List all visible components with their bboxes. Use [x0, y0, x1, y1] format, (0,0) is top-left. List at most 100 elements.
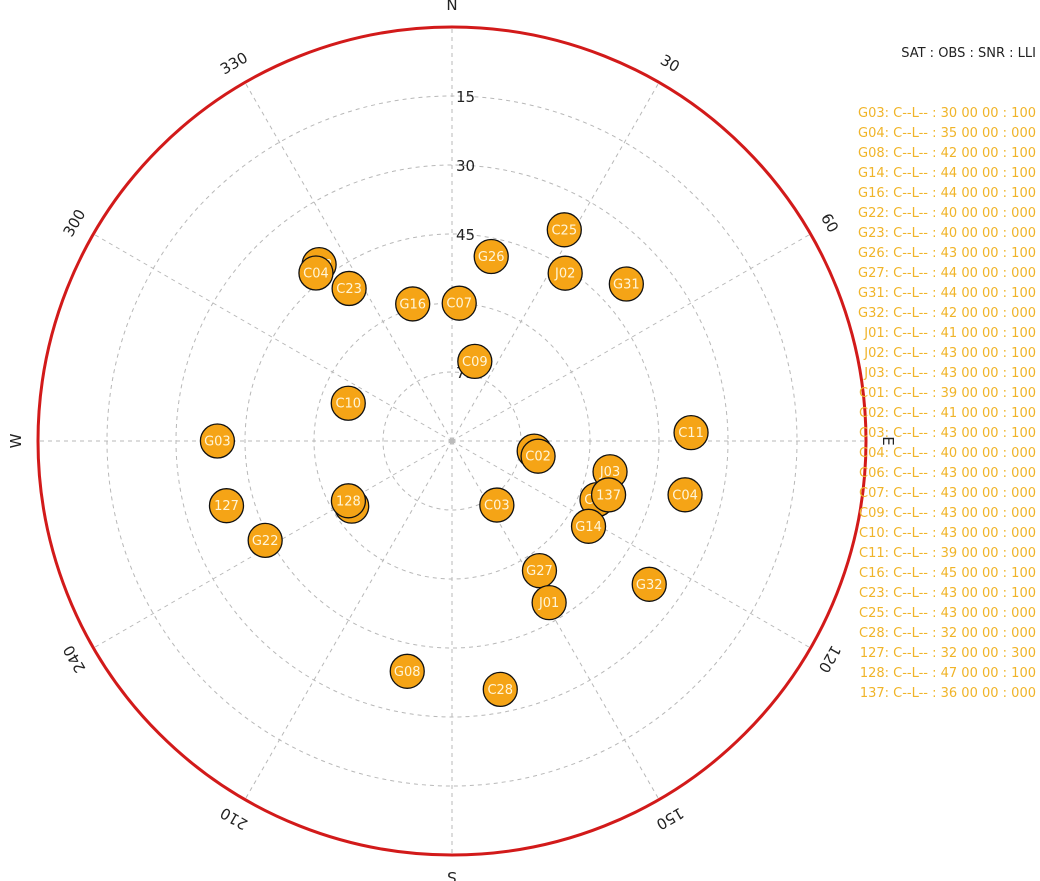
legend-row: C02: C--L-- : 41 00 00 : 100: [859, 406, 1036, 421]
azimuth-label-210: 210: [217, 804, 251, 834]
satellite-dot: [298, 255, 334, 291]
satellite-label: C03: [484, 499, 510, 514]
satellite-marker-c10: C10: [330, 385, 366, 421]
satellite-marker-137: 137: [590, 477, 627, 513]
satellite-dot: [546, 212, 582, 248]
satellite-label: G16: [399, 297, 426, 312]
legend-row: C16: C--L-- : 45 00 00 : 100: [859, 566, 1036, 581]
legend-row: G14: C--L-- : 44 00 00 : 100: [858, 166, 1036, 181]
satellite-marker-g14: G14: [570, 508, 607, 544]
legend-row: G27: C--L-- : 44 00 00 : 000: [858, 266, 1036, 281]
legend-row: J01: C--L-- : 41 00 00 : 100: [864, 326, 1036, 341]
horizon-ring: [36, 25, 868, 857]
satellite-label: G26: [478, 250, 505, 265]
legend-row: C01: C--L-- : 39 00 00 : 100: [859, 386, 1036, 401]
legend-row: C03: C--L-- : 43 00 00 : 100: [859, 426, 1036, 441]
azimuth-line-150: [451, 440, 660, 800]
label-layer: NESW306012015021024030033015304575: [7, 0, 897, 881]
satellite-dot: [457, 343, 493, 380]
legend-row: G03: C--L-- : 30 00 00 : 100: [858, 106, 1036, 121]
satellite-label: G32: [636, 578, 663, 593]
satellite-label: 127: [214, 499, 239, 514]
satellite-dot: [520, 438, 556, 474]
legend-row: C07: C--L-- : 43 00 00 : 000: [859, 486, 1036, 501]
satellite-dot: [473, 238, 509, 275]
legend-row: G26: C--L-- : 43 00 00 : 100: [858, 246, 1036, 261]
satellite-label: J02: [554, 267, 575, 282]
satellite-label: 128: [336, 494, 361, 509]
azimuth-line-240: [93, 440, 453, 649]
satellite-label: C09: [462, 355, 488, 370]
satellite-label: C02: [525, 450, 551, 465]
azimuth-line-210: [244, 440, 453, 800]
legend-row: C11: C--L-- : 39 00 00 : 000: [859, 546, 1036, 561]
satellite-dot: [590, 477, 627, 513]
satellite-dot: [547, 255, 583, 291]
azimuth-label-30: 30: [657, 51, 683, 76]
legend-row: C10: C--L-- : 43 00 00 : 000: [859, 526, 1036, 541]
satellite-dot: [331, 270, 367, 307]
legend-row: G04: C--L-- : 35 00 00 : 000: [858, 126, 1036, 141]
satellite-marker-g31: G31: [608, 266, 644, 302]
azimuth-label-330: 330: [217, 48, 251, 78]
elevation-label-45: 45: [456, 226, 475, 244]
legend-row: G31: C--L-- : 44 00 00 : 100: [858, 286, 1036, 301]
satellite-dot: [667, 477, 703, 513]
legend-header: SAT : OBS : SNR : LLI: [901, 46, 1036, 61]
elevation-label-15: 15: [456, 88, 475, 106]
azimuth-label-240: 240: [59, 642, 89, 676]
satellite-dot: [330, 385, 366, 421]
satellite-label: G31: [613, 278, 640, 293]
azimuth-line-60: [451, 233, 811, 442]
legend: SAT : OBS : SNR : LLI G03: C--L-- : 30 0…: [772, 4, 1040, 724]
azimuth-line-30: [451, 82, 660, 442]
satellite-label: G08: [394, 665, 421, 680]
satellite-marker-c25: C25: [546, 212, 582, 248]
legend-rows: G03: C--L-- : 30 00 00 : 100 G04: C--L-- …: [772, 104, 1040, 704]
legend-row: G16: C--L-- : 44 00 00 : 100: [858, 186, 1036, 201]
satellite-marker-g08: G08: [389, 653, 425, 689]
satellite-label: C04: [303, 266, 329, 281]
satellite-dot: [608, 266, 644, 302]
satellite-label: G27: [526, 564, 553, 579]
satellite-label: G22: [252, 534, 279, 549]
satellite-dot: [482, 671, 518, 708]
satellite-marker-g26: G26: [473, 238, 509, 275]
legend-row: C23: C--L-- : 43 00 00 : 100: [859, 586, 1036, 601]
direction-label-e: E: [879, 436, 897, 445]
satellite-dot: [570, 508, 607, 544]
satellite-dot: [521, 553, 558, 589]
direction-label-s: S: [447, 868, 457, 881]
legend-row: G32: C--L-- : 42 00 00 : 000: [858, 306, 1036, 321]
satellite-marker-c02: C02: [520, 438, 556, 474]
satellite-label: 137: [596, 488, 621, 503]
satellite-marker-c04: C04: [298, 255, 334, 291]
azimuth-line-300: [93, 233, 453, 442]
satellite-label: C28: [487, 683, 513, 698]
legend-row: 137: C--L-- : 36 00 00 : 000: [859, 686, 1036, 701]
satellite-marker-j01: J01: [531, 585, 567, 621]
satellite-marker-127: 127: [208, 488, 245, 524]
satellite-marker-g27: G27: [521, 553, 558, 589]
azimuth-label-150: 150: [653, 804, 687, 834]
satellite-dot: [247, 522, 283, 558]
legend-row: G22: C--L-- : 40 00 00 : 000: [858, 206, 1036, 221]
satellite-marker-g32: G32: [631, 566, 667, 602]
satellite-layer: G23C04C23C25G26J02G31C07G16C09C10G03127G…: [199, 212, 709, 708]
satellite-dot: [199, 423, 236, 459]
satellite-marker-c11: C11: [673, 415, 709, 451]
legend-row: J02: C--L-- : 43 00 00 : 100: [864, 346, 1036, 361]
legend-row: 127: C--L-- : 32 00 00 : 300: [859, 646, 1036, 661]
satellite-label: C07: [446, 297, 472, 312]
satellite-dot: [208, 488, 245, 524]
legend-row: C25: C--L-- : 43 00 00 : 000: [859, 606, 1036, 621]
satellite-dot: [673, 415, 709, 451]
satellite-label: C10: [335, 397, 361, 412]
satellite-dot: [389, 653, 425, 689]
satellite-dot: [631, 566, 667, 602]
satellite-dot: [441, 285, 477, 321]
legend-row: G08: C--L-- : 42 00 00 : 100: [858, 146, 1036, 161]
legend-row: C04: C--L-- : 40 00 00 : 000: [859, 446, 1036, 461]
satellite-label: J01: [538, 596, 559, 611]
satellite-label: G14: [575, 520, 602, 535]
